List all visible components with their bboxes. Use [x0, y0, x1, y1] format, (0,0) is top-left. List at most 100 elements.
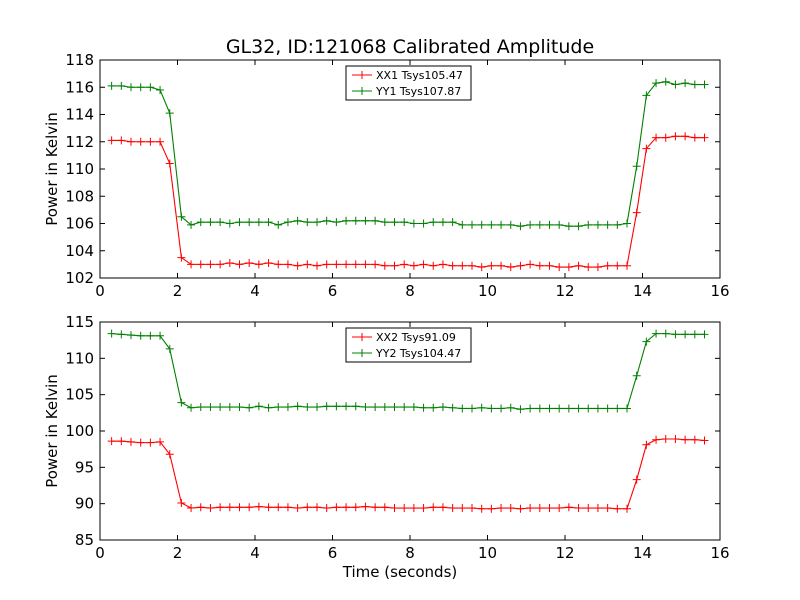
data-point [371, 216, 380, 225]
data-point [700, 436, 709, 445]
data-point [506, 504, 515, 513]
data-point [283, 403, 292, 412]
data-point [380, 218, 389, 227]
data-point [293, 504, 302, 513]
data-point [506, 220, 515, 229]
series-markers-2 [107, 329, 709, 414]
data-point [361, 502, 370, 511]
x-tick-label: 0 [95, 282, 105, 300]
data-point [448, 261, 457, 270]
data-point [555, 220, 564, 229]
data-point [117, 330, 126, 339]
data-point [584, 220, 593, 229]
data-point [196, 403, 205, 412]
data-point [322, 260, 331, 269]
data-point [671, 132, 680, 141]
data-point [390, 261, 399, 270]
data-point [526, 220, 535, 229]
legend-label: XX1 Tsys105.47 [376, 69, 463, 82]
data-point [458, 404, 467, 413]
data-point [303, 218, 312, 227]
data-point [526, 260, 535, 269]
data-point [342, 402, 351, 411]
data-point [225, 259, 234, 268]
data-point [438, 403, 447, 412]
y-axis-label: Power in Kelvin [43, 374, 61, 488]
data-point [313, 218, 321, 227]
data-point [681, 79, 690, 88]
data-point [303, 403, 312, 412]
data-point [690, 330, 699, 339]
data-point [429, 503, 438, 512]
data-point [671, 434, 680, 443]
data-point [448, 504, 457, 513]
data-point [216, 218, 225, 227]
data-point [254, 402, 263, 411]
data-point [497, 220, 506, 229]
data-point [700, 80, 709, 89]
data-point [468, 220, 476, 229]
data-point [632, 162, 641, 171]
data-point [429, 261, 438, 270]
data-point [117, 437, 126, 446]
data-point [497, 504, 506, 513]
data-point [146, 137, 155, 146]
data-point [671, 80, 680, 89]
x-tick-label: 6 [328, 544, 338, 562]
x-tick-label: 2 [173, 544, 183, 562]
data-point [177, 253, 186, 262]
data-point [127, 331, 135, 340]
data-point [681, 435, 690, 444]
data-point [264, 503, 273, 512]
data-point [477, 263, 486, 272]
data-point [165, 344, 174, 353]
x-tick-label: 14 [633, 282, 652, 300]
data-point [216, 260, 225, 269]
data-point [477, 504, 486, 513]
data-point [332, 503, 341, 512]
data-point [400, 218, 409, 227]
data-point [564, 222, 573, 231]
data-point [235, 403, 244, 412]
data-point [623, 219, 631, 228]
chart-panels: 0 2 4 6 8 10 12 14 16102104106108110112114116118… [43, 51, 730, 581]
data-point [196, 260, 205, 269]
x-axis-label: Time (seconds) [342, 563, 458, 581]
data-point [254, 218, 263, 227]
data-point [293, 402, 302, 411]
data-point [526, 504, 535, 513]
data-point [409, 219, 418, 228]
data-point [117, 81, 126, 90]
data-point [477, 403, 486, 412]
y-tick-label: 110 [65, 349, 94, 367]
data-point [487, 261, 496, 270]
data-point [235, 260, 244, 269]
data-point [146, 438, 155, 447]
y-tick-label: 114 [65, 106, 94, 124]
data-point [652, 133, 661, 142]
data-point [593, 263, 602, 272]
data-point [390, 218, 399, 227]
data-point [497, 404, 506, 413]
data-point [535, 261, 544, 270]
data-point [322, 402, 331, 411]
data-point [623, 261, 631, 270]
data-point [458, 504, 467, 513]
data-point [661, 434, 670, 443]
data-point [690, 133, 699, 142]
x-tick-label: 16 [710, 544, 729, 562]
y-tick-label: 110 [65, 160, 94, 178]
data-point [235, 218, 244, 227]
legend: XX2 Tsys91.09 YY2 Tsys104.47 [345, 327, 472, 363]
data-point [361, 260, 370, 269]
data-point [283, 260, 292, 269]
data-point [283, 218, 292, 227]
data-point [642, 337, 651, 346]
data-point [468, 404, 476, 413]
data-point [535, 504, 544, 513]
data-point [690, 80, 699, 89]
data-point [216, 503, 225, 512]
data-point [516, 222, 525, 231]
data-point [603, 220, 612, 229]
legend-box [345, 327, 472, 363]
